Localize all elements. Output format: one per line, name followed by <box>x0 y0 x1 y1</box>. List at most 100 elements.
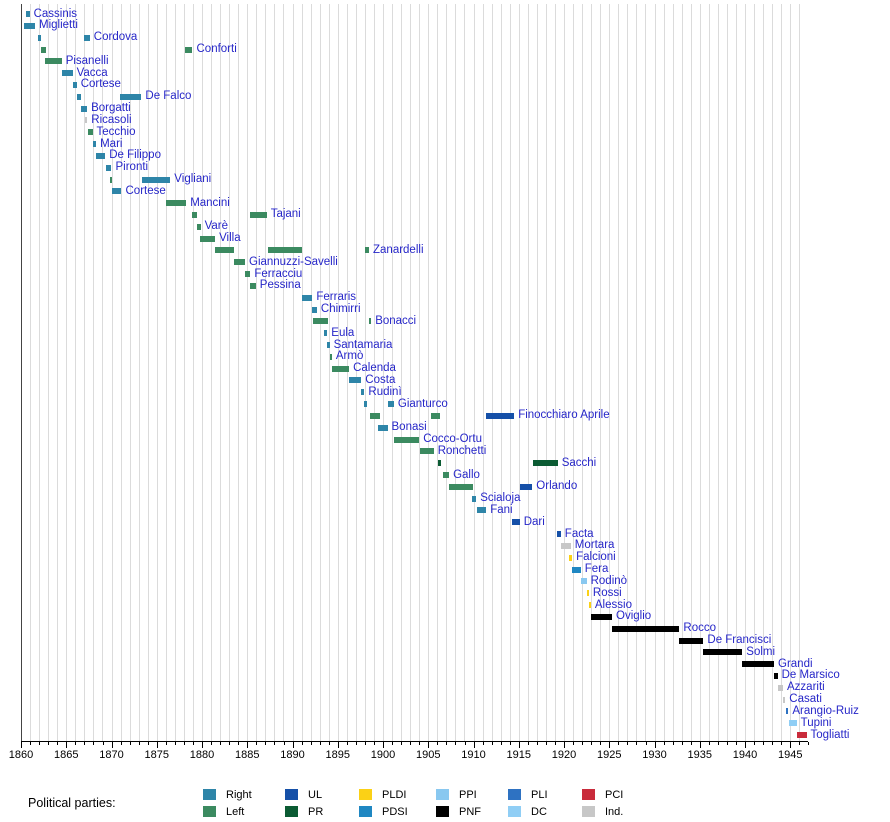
term-bar <box>393 436 420 443</box>
x-axis-tick <box>736 742 737 745</box>
gridline <box>437 4 439 741</box>
x-axis-tick <box>346 742 348 745</box>
gridline <box>636 4 638 741</box>
x-axis-tick <box>292 742 294 748</box>
x-axis-tick <box>645 742 647 745</box>
gridline <box>582 4 584 741</box>
gridline <box>772 4 774 741</box>
gridline <box>554 4 556 741</box>
gridline <box>392 4 394 741</box>
x-axis-tick <box>618 742 620 745</box>
term-bar <box>302 294 313 301</box>
gridline <box>129 4 131 741</box>
x-axis-tick <box>545 742 547 745</box>
minister-label: Ricasoli <box>91 113 132 126</box>
minister-label: Bonacci <box>375 314 417 327</box>
minister-label: Rodinò <box>590 574 628 587</box>
term-bar <box>783 696 786 703</box>
gridline <box>609 4 611 741</box>
gridline <box>600 4 602 741</box>
x-axis-tick <box>111 742 113 748</box>
gridline <box>627 4 629 741</box>
x-axis-year-label: 1895 <box>325 749 351 761</box>
term-bar <box>61 70 73 77</box>
gridline <box>192 4 194 741</box>
gridline <box>256 4 258 741</box>
term-bar <box>41 46 47 53</box>
gridline <box>373 4 375 741</box>
x-axis-tick <box>627 742 629 745</box>
minister-label: Gianturco <box>397 397 448 410</box>
minister-label: Tupini <box>800 716 832 729</box>
legend-swatch-dc <box>508 806 521 817</box>
term-bar <box>419 448 434 455</box>
minister-label: Arangio-Ruiz <box>792 704 859 717</box>
minister-label: Tajani <box>270 208 301 221</box>
x-axis-tick <box>120 742 122 745</box>
x-axis-year-label: 1885 <box>235 749 260 761</box>
x-axis-tick <box>220 742 222 745</box>
minister-label: Falcioni <box>576 551 616 564</box>
x-axis-tick <box>265 742 267 745</box>
legend-label-pli: PLI <box>531 789 548 801</box>
term-bar <box>519 483 533 490</box>
x-axis-tick <box>419 742 421 745</box>
term-bar <box>26 11 30 17</box>
x-axis-tick <box>509 742 511 745</box>
minister-label: Togliatti <box>810 728 850 741</box>
x-axis-tick <box>446 742 448 745</box>
term-bar <box>96 152 106 159</box>
gridline <box>30 4 32 741</box>
term-bar <box>472 495 477 502</box>
legend-swatch-pci <box>582 789 595 800</box>
minister-label: Gallo <box>453 468 480 481</box>
legend-swatch-pldi <box>359 789 372 800</box>
minister-label: Rossi <box>592 586 622 599</box>
x-axis-year-label: 1865 <box>54 749 79 761</box>
gridline <box>672 4 674 741</box>
gridline <box>790 4 792 741</box>
gridline <box>708 4 710 741</box>
minister-label: Bonasi <box>391 421 427 434</box>
gridline <box>509 4 511 741</box>
minister-label: Oviglio <box>616 610 652 623</box>
term-bar <box>370 412 381 419</box>
gridline <box>274 4 276 741</box>
minister-label: Chimirri <box>320 303 361 315</box>
gridline <box>410 4 412 741</box>
x-axis-tick <box>772 742 774 745</box>
minister-label: Alessio <box>594 598 632 611</box>
gridline <box>102 4 104 741</box>
x-axis-tick <box>527 742 529 745</box>
gridline <box>138 4 140 741</box>
gridline <box>355 4 357 741</box>
term-bar <box>364 247 369 254</box>
minister-label: Solmi <box>746 645 776 658</box>
x-axis-tick <box>129 742 131 745</box>
term-bar <box>364 401 367 408</box>
gridline <box>310 4 312 741</box>
gridline <box>735 4 737 741</box>
gridline <box>238 4 240 741</box>
term-bar <box>45 58 62 65</box>
minister-label: Armò <box>335 350 364 363</box>
gridline <box>681 4 683 741</box>
legend-swatch-right <box>203 789 216 800</box>
gridline <box>545 4 547 741</box>
term-bar <box>361 389 365 396</box>
term-bar <box>112 188 122 195</box>
gridline <box>337 4 339 741</box>
x-axis-tick <box>75 742 77 745</box>
x-axis-year-label: 1935 <box>687 749 713 761</box>
gridline <box>527 4 529 741</box>
minister-label: Rocco <box>683 622 716 635</box>
term-bar <box>796 732 807 738</box>
term-bar <box>85 117 88 124</box>
gridline <box>799 4 801 741</box>
x-axis-year-label: 1930 <box>642 749 667 761</box>
gridline <box>473 4 475 741</box>
gridline <box>120 4 122 741</box>
legend-label-ind: Ind. <box>605 806 624 818</box>
term-bar <box>215 247 234 254</box>
x-axis-tick <box>473 742 475 748</box>
